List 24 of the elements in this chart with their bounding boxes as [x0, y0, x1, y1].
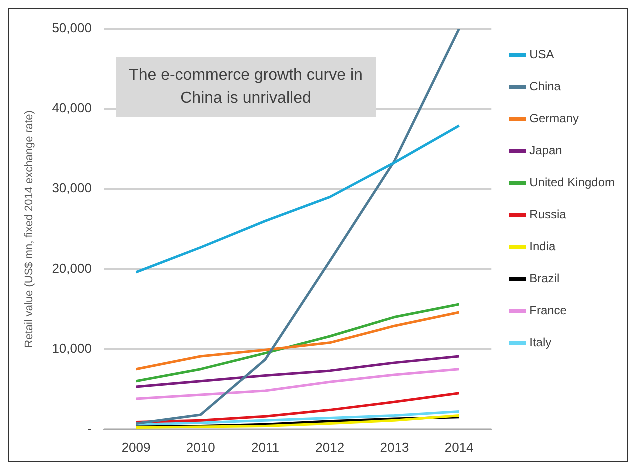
y-tick-label: 20,000 — [52, 260, 92, 276]
x-tick-label: 2011 — [252, 440, 280, 455]
y-axis-title: Retail value (US$ mn, fixed 2014 exchange rate) — [24, 110, 36, 348]
legend-label: India — [530, 239, 556, 254]
y-tick-label: 30,000 — [52, 180, 92, 196]
x-tick-label: 2012 — [316, 440, 345, 455]
x-tick-label: 2009 — [122, 440, 151, 455]
x-tick-label: 2014 — [444, 440, 474, 455]
legend-label: Brazil — [530, 271, 560, 286]
y-tick-label: - — [88, 420, 92, 436]
legend-label: Russia — [530, 207, 567, 222]
legend-label: China — [530, 79, 562, 94]
x-tick-label: 2010 — [186, 440, 216, 455]
y-tick-label: 40,000 — [52, 100, 92, 116]
legend-label: Japan — [530, 143, 562, 158]
y-tick-label: 10,000 — [52, 340, 92, 356]
x-tick-label: 2013 — [380, 440, 410, 455]
legend-label: USA — [530, 47, 554, 62]
legend-label: France — [530, 303, 568, 318]
legend-label: Germany — [530, 111, 579, 126]
legend-label: United Kingdom — [530, 175, 616, 190]
note-box: The e-commerce growth curve in China is unrivalled — [116, 57, 376, 117]
y-tick-label: 50,000 — [52, 20, 92, 36]
legend-label: Italy — [530, 335, 552, 350]
